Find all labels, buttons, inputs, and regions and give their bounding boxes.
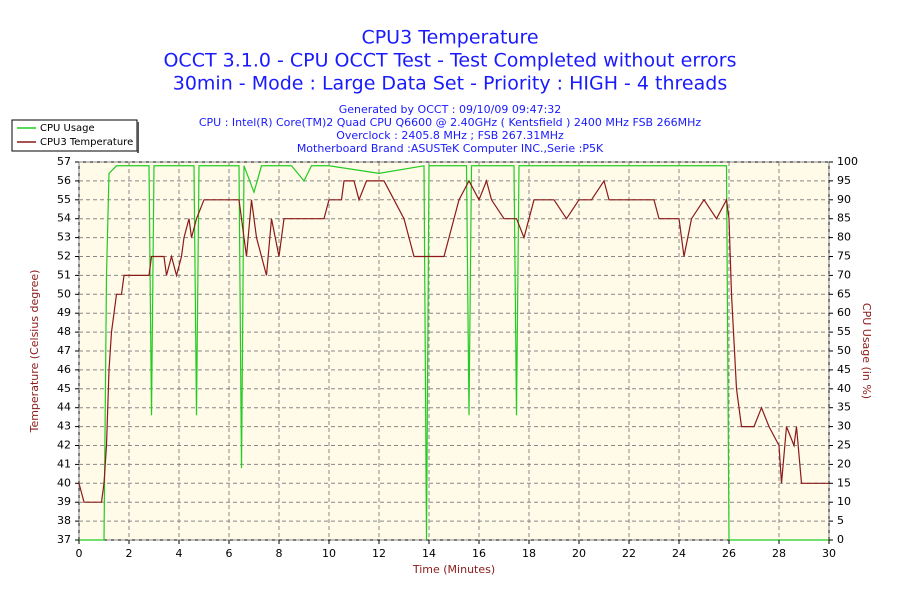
y2-tick-label: 45 — [837, 363, 851, 376]
y2-tick-label: 15 — [837, 476, 851, 489]
y-tick-label: 48 — [57, 325, 71, 338]
y2-tick-label: 85 — [837, 212, 851, 225]
y-tick-label: 50 — [57, 287, 71, 300]
info-line: Overclock : 2405.8 MHz ; FSB 267.31MHz — [336, 129, 564, 142]
x-tick-label: 24 — [672, 547, 686, 560]
y2-tick-label: 40 — [837, 382, 851, 395]
x-tick-label: 0 — [76, 547, 83, 560]
legend-shadow — [137, 122, 139, 153]
chart-title: CPU3 Temperature — [361, 27, 538, 49]
x-tick-label: 12 — [372, 547, 386, 560]
chart-subtitle: OCCT 3.1.0 - CPU OCCT Test - Test Comple… — [163, 50, 736, 72]
y-tick-label: 45 — [57, 382, 71, 395]
y-tick-label: 38 — [57, 514, 71, 527]
y-tick-label: 52 — [57, 250, 71, 263]
y2-tick-label: 70 — [837, 268, 851, 281]
ticks: 0 2 4 6 8 10 12 14 16 18 20 22 24 26 28 303738394041424… — [57, 155, 858, 560]
x-tick-label: 20 — [572, 547, 586, 560]
y2-axis-label: CPU Usage (in %) — [860, 303, 873, 399]
y2-tick-label: 65 — [837, 287, 851, 300]
legend-label: CPU3 Temperature — [40, 137, 133, 148]
y-tick-label: 41 — [57, 457, 71, 470]
y-tick-label: 54 — [57, 212, 71, 225]
x-tick-label: 6 — [226, 547, 233, 560]
y-tick-label: 55 — [57, 193, 71, 206]
x-tick-label: 18 — [522, 547, 536, 560]
y2-tick-label: 50 — [837, 344, 851, 357]
chart-subtitle: 30min - Mode : Large Data Set - Priority… — [173, 73, 727, 95]
info-line: Generated by OCCT : 09/10/09 09:47:32 — [339, 103, 562, 116]
x-tick-label: 22 — [622, 547, 636, 560]
y2-tick-label: 30 — [837, 420, 851, 433]
y-tick-label: 42 — [57, 439, 71, 452]
y-tick-label: 40 — [57, 476, 71, 489]
x-tick-label: 26 — [722, 547, 736, 560]
x-tick-label: 10 — [322, 547, 336, 560]
y2-tick-label: 100 — [837, 155, 858, 168]
info-line: Motherboard Brand :ASUSTeK Computer INC.… — [297, 142, 604, 155]
y2-tick-label: 55 — [837, 325, 851, 338]
y2-tick-label: 75 — [837, 250, 851, 263]
y-tick-label: 46 — [57, 363, 71, 376]
y2-tick-label: 80 — [837, 231, 851, 244]
x-tick-label: 4 — [176, 547, 183, 560]
lines — [78, 165, 829, 541]
info-line: CPU : Intel(R) Core(TM)2 Quad CPU Q6600 … — [199, 116, 701, 129]
x-tick-label: 2 — [126, 547, 133, 560]
x-tick-label: 8 — [276, 547, 283, 560]
y2-tick-label: 5 — [837, 514, 844, 527]
y2-tick-label: 10 — [837, 495, 851, 508]
y-tick-label: 56 — [57, 174, 71, 187]
data-line — [78, 178, 829, 503]
x-tick-label: 16 — [472, 547, 486, 560]
y-tick-label: 57 — [57, 155, 71, 168]
y-tick-label: 47 — [57, 344, 71, 357]
y2-tick-label: 60 — [837, 306, 851, 319]
y2-tick-label: 90 — [837, 193, 851, 206]
y2-tick-label: 95 — [837, 174, 851, 187]
legend-box — [11, 119, 138, 152]
x-tick-label: 14 — [422, 547, 436, 560]
y2-tick-label: 35 — [837, 401, 851, 414]
x-axis-label: Time (Minutes) — [412, 563, 495, 576]
y-tick-label: 53 — [57, 231, 71, 244]
y-tick-label: 43 — [57, 420, 71, 433]
x-tick-label: 30 — [822, 547, 836, 560]
y-tick-label: 51 — [57, 268, 71, 281]
y-tick-label: 39 — [57, 495, 71, 508]
y-axis-label: Temperature (Celsius degree) — [28, 270, 41, 434]
legend-label: CPU Usage — [40, 123, 95, 134]
x-tick-label: 28 — [772, 547, 786, 560]
y-tick-label: 49 — [57, 306, 71, 319]
y2-tick-label: 20 — [837, 457, 851, 470]
data-line — [79, 165, 829, 541]
y2-tick-label: 25 — [837, 439, 851, 452]
y-tick-label: 44 — [57, 401, 71, 414]
y-tick-label: 37 — [57, 533, 71, 546]
y2-tick-label: 0 — [837, 533, 844, 546]
legend: CPU Usage CPU3 Temperature — [17, 123, 133, 148]
